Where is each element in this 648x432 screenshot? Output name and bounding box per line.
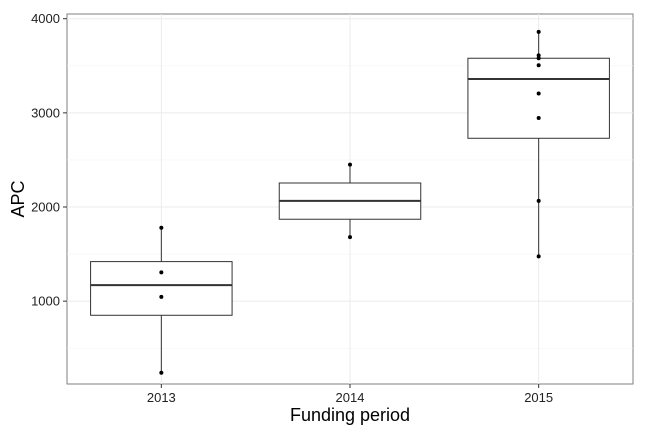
data-point-2015 [536, 53, 541, 58]
data-point-2015 [536, 29, 541, 34]
data-point-2013 [159, 270, 164, 275]
data-point-2015 [536, 116, 541, 121]
data-point-2013 [159, 294, 164, 299]
point-layer [159, 29, 541, 375]
data-point-2015 [536, 56, 541, 61]
data-point-2014 [348, 162, 352, 167]
x-tick-label: 2013 [147, 390, 176, 405]
y-tick-label: 1000 [31, 294, 60, 309]
x-tick-label: 2015 [524, 390, 553, 405]
y-tick-label: 2000 [31, 200, 60, 215]
y-axis-title: APC [8, 180, 28, 217]
data-point-2015 [536, 91, 541, 96]
data-point-2013 [159, 225, 164, 230]
box-2013 [90, 261, 233, 316]
data-point-2015 [536, 63, 541, 68]
data-point-2013 [159, 370, 164, 375]
x-tick-label: 2014 [336, 390, 365, 405]
y-tick-label: 3000 [31, 105, 60, 120]
box-2015 [467, 57, 610, 139]
data-point-2014 [348, 235, 352, 240]
box-layer [90, 31, 610, 373]
y-tick-label: 4000 [31, 11, 60, 26]
data-point-2015 [536, 198, 541, 203]
data-point-2015 [536, 254, 541, 259]
x-axis-title: Funding period [290, 405, 410, 425]
axis-layer: 1000 2000 3000 4000 2013 2014 2015 [31, 11, 553, 405]
